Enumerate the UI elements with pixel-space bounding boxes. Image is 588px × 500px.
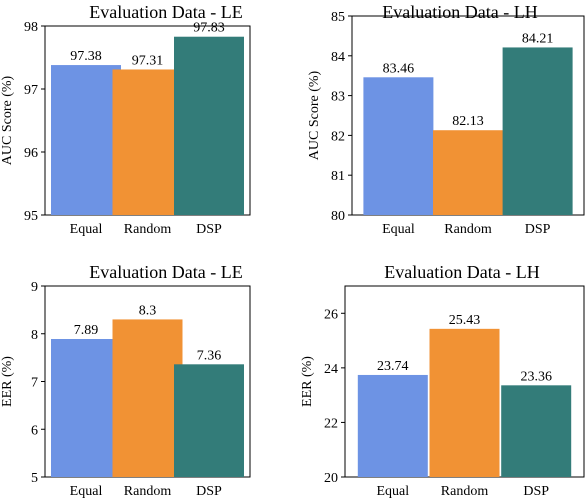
y-tick-label: 26 <box>324 307 338 322</box>
data-label: 8.3 <box>139 303 157 318</box>
bar-equal <box>51 65 121 215</box>
category-label: Random <box>444 222 492 237</box>
bars <box>363 47 573 216</box>
y-axis-label: EER (%) <box>300 356 315 407</box>
y-tick-label: 83 <box>331 90 345 105</box>
bars <box>357 328 572 477</box>
bar-random <box>112 319 183 477</box>
y-tick-label: 5 <box>31 471 38 486</box>
category-label: DSP <box>196 484 222 499</box>
bar-equal <box>357 374 428 477</box>
bar-dsp <box>502 47 573 215</box>
y-tick-label: 82 <box>331 129 345 144</box>
y-tick-label: 22 <box>324 416 338 431</box>
bar-equal <box>363 77 434 216</box>
category-label: Random <box>124 484 172 499</box>
y-tick-label: 24 <box>324 362 338 377</box>
bar-random <box>112 69 183 215</box>
y-tick-label: 85 <box>331 10 345 25</box>
bar-random <box>429 328 500 477</box>
y-tick-label: 9 <box>31 280 38 295</box>
bars <box>51 319 244 477</box>
category-label: Equal <box>70 484 103 499</box>
y-axis-label: EER (%) <box>0 356 15 407</box>
data-label: 7.36 <box>197 348 222 363</box>
category-label: Equal <box>382 222 415 237</box>
data-label: 97.83 <box>193 21 225 36</box>
data-labels: 7.89 8.3 7.36 <box>74 303 222 363</box>
data-label: 97.31 <box>132 53 164 68</box>
category-label: Equal <box>376 484 409 499</box>
data-labels: 23.74 25.43 23.36 <box>377 313 552 384</box>
data-labels: 83.46 82.13 84.21 <box>383 31 554 129</box>
y-tick-label: 84 <box>331 50 345 65</box>
panel-auc-le: Evaluation Data - LE 95 96 97 98 97.38 97.31… <box>0 2 251 237</box>
category-label: DSP <box>196 222 222 237</box>
y-tick-label: 80 <box>331 209 345 224</box>
category-label: DSP <box>523 484 549 499</box>
y-tick-label: 7 <box>31 376 38 391</box>
y-tick-label: 97 <box>24 83 38 98</box>
y-tick-label: 20 <box>324 471 338 486</box>
data-label: 97.38 <box>70 49 102 64</box>
data-label: 7.89 <box>74 323 99 338</box>
panel-eer-lh: Evaluation Data - LH 20 22 24 26 23.74 25.43… <box>300 262 585 499</box>
data-label: 23.36 <box>520 369 552 384</box>
y-axis-label: AUC Score (%) <box>307 70 322 160</box>
category-label: DSP <box>525 222 551 237</box>
y-ticks: 95 96 97 98 <box>24 20 45 224</box>
data-label: 23.74 <box>377 359 409 374</box>
y-tick-label: 6 <box>31 423 38 438</box>
y-tick-label: 98 <box>24 20 38 35</box>
data-label: 84.21 <box>522 31 554 46</box>
data-labels: 97.38 97.31 97.83 <box>70 21 225 69</box>
y-tick-label: 95 <box>24 209 38 224</box>
y-axis-label: AUC Score (%) <box>0 75 15 165</box>
category-label: Random <box>124 222 172 237</box>
y-tick-label: 8 <box>31 328 38 343</box>
panel-title: Evaluation Data - LH <box>384 262 539 282</box>
data-label: 82.13 <box>452 114 484 129</box>
panel-title: Evaluation Data - LE <box>89 262 242 282</box>
bar-random <box>433 130 503 215</box>
y-ticks: 20 22 24 26 <box>324 307 345 486</box>
bars <box>51 36 244 216</box>
y-ticks: 80 81 82 83 84 85 <box>331 10 352 224</box>
y-ticks: 5 6 7 8 9 <box>31 280 45 486</box>
y-tick-label: 96 <box>24 146 38 161</box>
data-label: 25.43 <box>449 313 481 328</box>
category-label: Equal <box>70 222 103 237</box>
bar-dsp <box>174 364 244 477</box>
bar-equal <box>51 339 121 477</box>
bar-dsp <box>501 385 572 477</box>
panel-title: Evaluation Data - LH <box>382 2 537 22</box>
panel-eer-le: Evaluation Data - LE 5 6 7 8 9 7.89 8.3 7.36 E… <box>0 262 251 499</box>
panel-title: Evaluation Data - LE <box>89 2 242 22</box>
data-label: 83.46 <box>383 61 415 76</box>
bar-dsp <box>174 36 244 216</box>
y-tick-label: 81 <box>331 169 345 184</box>
category-label: Random <box>441 484 489 499</box>
